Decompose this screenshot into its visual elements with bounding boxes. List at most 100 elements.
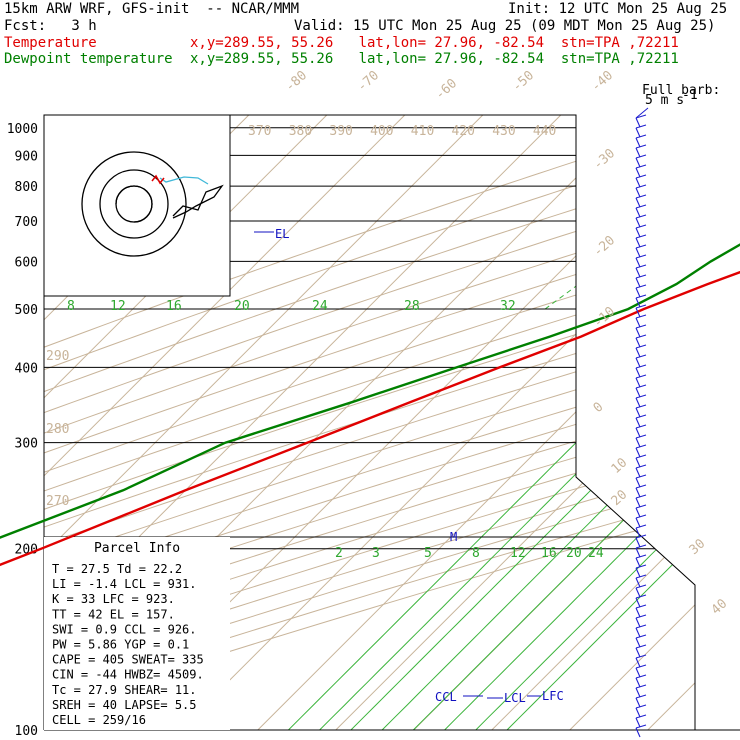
isotherm (413, 115, 695, 730)
wind-barb (635, 597, 641, 608)
dry-adiabat (44, 115, 695, 730)
mixing-ratio-line (727, 115, 740, 309)
pressure-label: 100 (15, 724, 38, 739)
wind-barb-flag (635, 294, 647, 299)
parcel-info-row: SWI = 0.9 CCL = 926. (52, 622, 197, 636)
wind-barb-flag (635, 204, 647, 209)
wind-barb-flag (635, 274, 647, 279)
parcel-info-row: LI = -1.4 LCL = 931. (52, 577, 197, 591)
theta-label: 380 (289, 124, 312, 139)
wind-barb (635, 407, 641, 418)
pressure-label: 300 (15, 437, 38, 452)
wind-barb-flag (635, 364, 647, 369)
isotherm-label: 10 (609, 455, 631, 477)
theta-label: 390 (329, 124, 352, 139)
wind-barb (635, 447, 641, 458)
moist-adiabat-label: 24 (312, 299, 328, 314)
theta-label: 270 (46, 494, 69, 509)
wind-barb (635, 387, 641, 398)
wind-barb (635, 467, 641, 478)
isotherm (44, 115, 484, 730)
wind-barb-flag (635, 224, 647, 229)
el-label: EL (275, 227, 289, 241)
dewpoint-profile (0, 243, 740, 539)
pressure-label: 200 (15, 543, 38, 558)
dry-adiabat (44, 115, 695, 730)
hodograph-inner (115, 185, 153, 223)
init-time: Init: 12 UTC Mon 25 Aug 25 (508, 1, 728, 17)
wind-barb (635, 187, 641, 198)
wind-barb (635, 317, 641, 328)
wind-barb (635, 437, 641, 448)
wind-barb (635, 687, 641, 698)
wind-barb (635, 337, 641, 348)
wind-barb-flag (635, 524, 647, 529)
pressure-label: 500 (15, 303, 38, 318)
moist-adiabat (381, 115, 695, 730)
isotherm-label: -40 (589, 68, 616, 95)
wind-barb-flag (635, 134, 647, 139)
wind-barb (635, 367, 641, 378)
chart-frame (44, 114, 696, 730)
mixing-ratio-line (633, 115, 695, 310)
wind-barb-flag (635, 234, 647, 239)
theta-label: 440 (533, 124, 556, 139)
parcel-info-box: Parcel Info T = 27.5 Td = 22.2LI = -1.4 L… (44, 537, 230, 730)
lcl-label: LCL (504, 691, 526, 705)
wind-barb (635, 477, 641, 488)
parcel-info-row: K = 33 LFC = 923. (52, 592, 175, 606)
moist-adiabat-label: 20 (234, 299, 250, 314)
barb-key-units-exponent: -1 (682, 88, 698, 103)
isotherm-label: -50 (510, 68, 537, 95)
wind-barb-flag (635, 684, 647, 689)
wind-barb-flag (635, 714, 647, 719)
parcel-info-row: T = 27.5 Td = 22.2 (52, 562, 182, 576)
temperature-label: Temperature (4, 35, 97, 51)
isotherm (44, 115, 406, 730)
wind-barb-flag (635, 304, 647, 309)
wind-barb (635, 587, 641, 598)
mixing-ratio-line (682, 115, 695, 310)
moist-adiabat (412, 115, 695, 730)
theta-label: 430 (492, 124, 515, 139)
moist-adiabat-label: 8 (67, 299, 75, 314)
moist-adiabat-label: 32 (500, 299, 516, 314)
wind-barb (635, 707, 641, 718)
dry-adiabat (44, 115, 695, 730)
wind-barb (635, 537, 641, 548)
wind-barb-flag (635, 534, 647, 539)
wind-barb-flag (635, 574, 647, 579)
wind-barb (635, 167, 641, 178)
wind-barb-flag (635, 264, 647, 269)
wind-barb (635, 567, 641, 578)
isotherm (335, 115, 695, 730)
wind-barb-flag (635, 704, 647, 709)
wind-barb (635, 717, 641, 728)
wind-barb (635, 277, 641, 288)
isotherm-label: 40 (709, 596, 731, 618)
wind-barb-flag (635, 434, 647, 439)
wind-barb-flag (635, 594, 647, 599)
dry-adiabat (44, 115, 695, 730)
parcel-info-row: CIN = -44 HWBZ= 4509. (52, 668, 204, 682)
moist-adiabat (319, 115, 695, 730)
wind-barb-flag (635, 664, 647, 669)
isotherm-label: -70 (355, 68, 382, 95)
wind-barb (635, 607, 641, 618)
wind-barb-flag (635, 394, 647, 399)
wind-barb-flag (635, 504, 647, 509)
wind-barb-flag (635, 184, 647, 189)
parcel-info-background (44, 537, 230, 730)
isotherm (257, 115, 695, 730)
mixing-ratio-line (544, 115, 695, 310)
wind-barb (635, 487, 641, 498)
mixing-ratio-label: 24 (588, 546, 604, 561)
wind-barb (635, 327, 641, 338)
wind-barb-flag (635, 414, 647, 419)
temperature-location: x,y=289.55, 55.26 lat,lon= 27.96, -82.54… (190, 35, 679, 51)
hodograph-frame (43, 114, 231, 297)
isotherm (0, 115, 15, 730)
wind-barb (635, 517, 641, 528)
parcel-info-row: PW = 5.86 YGP = 0.1 (52, 638, 189, 652)
wind-barb (635, 417, 641, 428)
